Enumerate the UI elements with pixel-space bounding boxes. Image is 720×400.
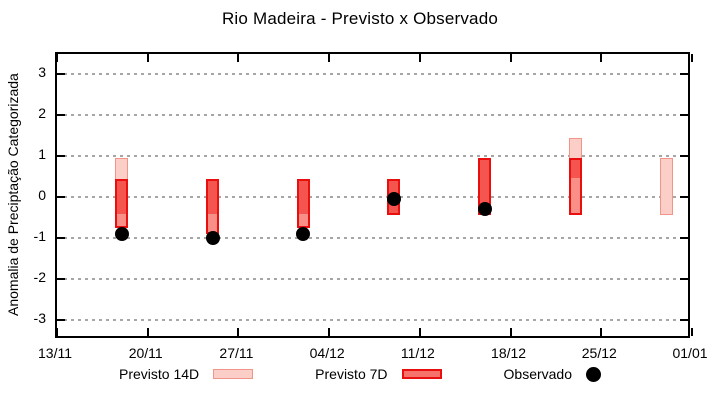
gridline	[57, 196, 688, 198]
previsto-7d-bar-fill	[115, 215, 129, 228]
y-tick-right	[680, 236, 688, 239]
x-tick-label: 18/12	[491, 345, 527, 361]
x-tick-top	[146, 54, 149, 62]
y-tick-label: -1	[33, 227, 46, 244]
gridline	[57, 236, 688, 239]
y-tick-label: 2	[38, 105, 46, 122]
x-tick-label: 27/11	[219, 345, 254, 361]
legend-label-previsto-14d: Previsto 14D	[119, 366, 200, 382]
y-tick-label: 0	[38, 187, 46, 203]
previsto-7d-bar-outline	[568, 158, 582, 216]
y-tick-left	[57, 277, 65, 280]
y-tick-right	[680, 277, 688, 280]
legend: Previsto 14D Previsto 7D Observado	[0, 366, 720, 382]
forecast-overlap-fill	[296, 178, 310, 216]
x-tick-bottom	[600, 328, 603, 336]
observado-point	[386, 192, 401, 207]
forecast-overlap-fill	[206, 178, 219, 216]
gridline	[57, 114, 688, 117]
legend-label-previsto-7d: Previsto 7D	[315, 366, 388, 382]
y-tick-right	[680, 318, 688, 321]
previsto-14d-bar-fill	[659, 158, 673, 216]
observado-point	[114, 226, 129, 241]
previsto-14d-swatch-icon	[213, 369, 254, 379]
x-tick-top	[328, 54, 331, 62]
x-tick-top	[691, 54, 693, 62]
previsto-7d-swatch-icon	[401, 369, 442, 379]
y-tick-left	[57, 236, 65, 239]
y-tick-left	[57, 73, 65, 76]
y-tick-right	[680, 155, 688, 158]
y-tick-left	[57, 155, 65, 158]
observado-dot-swatch-icon	[586, 366, 601, 382]
x-tick-bottom	[56, 328, 58, 336]
legend-item-observado: Observado	[504, 366, 601, 382]
y-tick-label: -2	[33, 268, 46, 285]
forecast-overlap-fill	[478, 158, 492, 216]
x-tick-top	[56, 54, 58, 62]
x-tick-top	[509, 54, 512, 62]
previsto-7d-bar-fill	[296, 215, 310, 228]
previsto-7d-bar-fill	[568, 178, 582, 216]
legend-item-previsto-7d: Previsto 7D	[315, 366, 442, 382]
x-tick-top	[237, 54, 240, 62]
y-tick-label: 3	[38, 64, 46, 81]
gridline	[57, 318, 688, 321]
previsto-7d-bar-fill	[206, 215, 219, 234]
previsto-7d-bar-outline	[115, 178, 129, 228]
observado-point	[477, 202, 492, 217]
x-tick-label: 04/12	[309, 345, 345, 361]
gridline	[57, 155, 688, 158]
legend-item-previsto-14d: Previsto 14D	[119, 366, 254, 382]
x-tick-label: 13/11	[38, 345, 72, 361]
chart-title: Rio Madeira - Previsto x Observado	[221, 9, 499, 28]
y-tick-label: -3	[33, 309, 46, 326]
x-tick-label: 11/12	[400, 345, 435, 361]
x-tick-top	[600, 54, 603, 62]
x-tick-label: 01/01	[672, 345, 708, 361]
x-tick-top	[418, 54, 421, 62]
x-tick-bottom	[691, 328, 693, 336]
x-tick-label: 20/11	[128, 345, 163, 361]
y-tick-label: 1	[38, 146, 46, 163]
x-tick-label: 25/12	[581, 345, 617, 361]
x-tick-bottom	[237, 328, 240, 336]
y-tick-right	[680, 196, 688, 198]
y-tick-right	[680, 114, 688, 117]
observado-point	[296, 226, 311, 241]
observado-point	[205, 230, 220, 245]
forecast-overlap-fill	[115, 178, 129, 216]
x-tick-bottom	[146, 328, 149, 336]
x-tick-bottom	[509, 328, 512, 336]
y-tick-left	[57, 196, 65, 198]
gridline	[57, 73, 688, 76]
x-tick-bottom	[328, 328, 331, 336]
previsto-7d-bar-outline	[296, 178, 310, 228]
plot-area	[55, 52, 693, 338]
y-tick-left	[57, 318, 65, 321]
x-tick-bottom	[418, 328, 421, 336]
forecast-overlap-fill	[568, 158, 582, 179]
legend-label-observado: Observado	[503, 366, 572, 382]
previsto-7d-bar-outline	[206, 178, 219, 234]
y-tick-left	[57, 114, 65, 117]
gridline	[57, 277, 688, 280]
previsto-14d-bar-outline	[659, 158, 673, 216]
y-tick-right	[680, 73, 688, 76]
